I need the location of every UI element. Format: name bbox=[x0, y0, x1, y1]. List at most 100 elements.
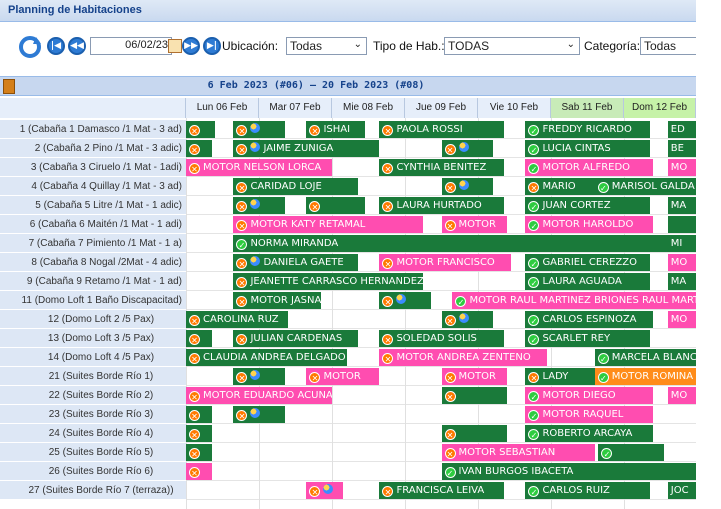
booking-bar[interactable]: ✓ MOTOR DIEGO bbox=[525, 387, 654, 404]
booking-bar[interactable]: ✓ CARLOS RUIZ bbox=[525, 482, 650, 499]
booking-bar[interactable]: MO bbox=[667, 159, 696, 176]
room-row-label[interactable]: 13 (Domo Loft 3 /5 Pax) bbox=[0, 329, 186, 348]
booking-bar[interactable]: ✕ MOTOR bbox=[306, 368, 380, 385]
booking-bar[interactable]: ✕ bbox=[379, 292, 431, 309]
booking-bar[interactable]: ✕ bbox=[186, 140, 212, 157]
booking-bar[interactable]: ✓ MOTOR HAROLDO bbox=[525, 216, 654, 233]
room-row-cells[interactable] bbox=[186, 215, 696, 234]
room-row-cells[interactable] bbox=[186, 120, 696, 139]
tipo-hab-select[interactable]: TODAS ⌄ bbox=[444, 37, 580, 55]
booking-bar[interactable]: ✕ FRANCISCA LEIVA bbox=[379, 482, 504, 499]
room-row-cells[interactable] bbox=[186, 329, 696, 348]
booking-bar[interactable]: ✕ MOTOR ANDREA ZENTENO bbox=[379, 349, 548, 366]
booking-bar[interactable]: ✕ CLAUDIA ANDREA DELGADO bbox=[186, 349, 347, 366]
booking-bar[interactable]: BE bbox=[667, 140, 696, 157]
booking-bar[interactable]: ✓ MOTOR ALFREDO bbox=[525, 159, 654, 176]
booking-bar[interactable]: ✓ LUCIA CINTAS bbox=[525, 140, 650, 157]
booking-bar[interactable]: ✓ JUAN CORTEZ bbox=[525, 197, 650, 214]
booking-bar[interactable] bbox=[667, 216, 696, 233]
room-row-cells[interactable] bbox=[186, 386, 696, 405]
booking-bar[interactable]: ✕ DANIELA GAETE bbox=[233, 254, 358, 271]
booking-bar[interactable]: ✓ SCARLET REY bbox=[525, 330, 650, 347]
room-row-label[interactable]: 23 (Suites Borde Río 3) bbox=[0, 405, 186, 424]
booking-bar[interactable]: MO bbox=[667, 311, 696, 328]
room-row-label[interactable]: 2 (Cabaña 2 Pino /1 Mat - 3 adic) bbox=[0, 139, 186, 158]
booking-bar[interactable]: ✕ CAROLINA RUZ bbox=[186, 311, 289, 328]
booking-bar[interactable]: ✕ MOTOR JASNA bbox=[233, 292, 322, 309]
ubicacion-select[interactable]: Todas ⌄ bbox=[286, 37, 367, 55]
booking-bar[interactable]: MO bbox=[667, 254, 696, 271]
booking-bar[interactable]: ✓ ROBERTO ARCAYA bbox=[525, 425, 654, 442]
booking-bar[interactable]: ✕ bbox=[186, 406, 212, 423]
booking-bar[interactable]: ✕ MOTOR bbox=[441, 216, 508, 233]
booking-bar[interactable]: ✕ bbox=[441, 425, 508, 442]
booking-bar[interactable]: ✕ bbox=[186, 463, 212, 480]
prev-page-icon[interactable]: ◀◀ bbox=[68, 37, 86, 55]
room-row-cells[interactable] bbox=[186, 481, 696, 500]
date-input[interactable]: 06/02/23 bbox=[90, 37, 172, 55]
room-row-label[interactable]: 21 (Suites Borde Río 1) bbox=[0, 367, 186, 386]
booking-bar[interactable]: ✕ bbox=[186, 444, 212, 461]
room-row-cells[interactable] bbox=[186, 462, 696, 481]
booking-bar[interactable]: ✕ SOLEDAD SOLIS bbox=[379, 330, 504, 347]
booking-bar[interactable]: ✕ bbox=[441, 311, 493, 328]
room-row-cells[interactable] bbox=[186, 443, 696, 462]
room-row-cells[interactable] bbox=[186, 424, 696, 443]
room-row-label[interactable]: 1 (Cabaña 1 Damasco /1 Mat - 3 ad) bbox=[0, 120, 186, 139]
room-row-cells[interactable] bbox=[186, 367, 696, 386]
booking-bar[interactable]: ✕ PAOLA ROSSI bbox=[379, 121, 504, 138]
room-row-label[interactable]: 3 (Cabaña 3 Ciruelo /1 Mat - 1adi) bbox=[0, 158, 186, 177]
booking-bar[interactable]: ED bbox=[667, 121, 696, 138]
booking-bar[interactable]: ✕ LAURA HURTADO bbox=[379, 197, 504, 214]
booking-bar[interactable]: ✕ MARIO bbox=[525, 178, 595, 195]
booking-bar[interactable]: ✕ JAIME ZUNIGA bbox=[233, 140, 380, 157]
booking-bar[interactable]: ✕ bbox=[441, 178, 493, 195]
booking-bar[interactable]: ✕ bbox=[233, 406, 285, 423]
booking-bar[interactable]: ✓ GABRIEL CEREZZO bbox=[525, 254, 650, 271]
booking-bar[interactable]: ✕ bbox=[441, 387, 508, 404]
booking-bar[interactable]: MO bbox=[667, 387, 696, 404]
booking-bar[interactable]: ✕ MOTOR EDUARDO ACUNA bbox=[186, 387, 332, 404]
room-row-label[interactable]: 5 (Cabaña 5 Litre /1 Mat - 1 adic) bbox=[0, 196, 186, 215]
room-row-cells[interactable] bbox=[186, 234, 696, 253]
room-row-cells[interactable] bbox=[186, 253, 696, 272]
booking-bar[interactable]: ✕ bbox=[233, 368, 285, 385]
booking-bar[interactable]: ✓ LAURA AGUADA bbox=[525, 273, 650, 290]
booking-bar[interactable]: ✕ bbox=[186, 425, 212, 442]
room-row-label[interactable]: 7 (Cabaña 7 Pimiento /1 Mat - 1 a) bbox=[0, 234, 186, 253]
booking-bar[interactable]: ✕ LADY bbox=[525, 368, 595, 385]
room-row-cells[interactable] bbox=[186, 177, 696, 196]
booking-bar[interactable]: ✕ bbox=[186, 121, 216, 138]
room-row-label[interactable]: 4 (Cabaña 4 Quillay /1 Mat - 3 ad) bbox=[0, 177, 186, 196]
next-page-icon[interactable]: ▶▶ bbox=[182, 37, 200, 55]
booking-bar[interactable]: ✕ bbox=[186, 330, 212, 347]
booking-bar[interactable]: ✕ bbox=[306, 197, 365, 214]
room-row-label[interactable]: 27 (Suites Borde Río 7 (terraza)) bbox=[0, 481, 186, 500]
booking-bar[interactable]: ✓ MARISOL GALDA bbox=[594, 178, 696, 195]
booking-bar[interactable]: ✕ MOTOR NELSON LORCA bbox=[186, 159, 332, 176]
booking-bar[interactable]: ✕ bbox=[233, 121, 285, 138]
first-page-icon[interactable]: |◀ bbox=[47, 37, 65, 55]
room-row-label[interactable]: 9 (Cabaña 9 Retamo /1 Mat - 1 ad) bbox=[0, 272, 186, 291]
room-row-label[interactable]: 25 (Suites Borde Río 5) bbox=[0, 443, 186, 462]
booking-bar[interactable]: ✓ MOTOR RAUL MARTINEZ BRIONES RAUL MARTI bbox=[452, 292, 696, 309]
room-row-cells[interactable] bbox=[186, 405, 696, 424]
room-row-cells[interactable] bbox=[186, 139, 696, 158]
booking-bar[interactable]: ✕ MOTOR bbox=[441, 368, 508, 385]
booking-bar[interactable]: MI bbox=[667, 235, 696, 252]
room-row-cells[interactable] bbox=[186, 348, 696, 367]
booking-bar[interactable]: ✓ MARCELA BLANC bbox=[594, 349, 696, 366]
book-icon[interactable] bbox=[3, 79, 15, 94]
room-row-cells[interactable] bbox=[186, 310, 696, 329]
calendar-icon[interactable] bbox=[168, 39, 182, 53]
booking-bar[interactable]: ✕ JEANETTE CARRASCO HERNANDEZ bbox=[233, 273, 424, 290]
booking-bar[interactable]: ✕ ISHAI bbox=[306, 121, 365, 138]
booking-bar[interactable]: ✕ CYNTHIA BENITEZ bbox=[379, 159, 504, 176]
room-row-cells[interactable] bbox=[186, 158, 696, 177]
booking-bar[interactable]: ✕ MOTOR KATY RETAMAL bbox=[233, 216, 424, 233]
booking-bar[interactable]: ✓ IVAN BURGOS IBACETA bbox=[441, 463, 696, 480]
room-row-label[interactable]: 14 (Domo Loft 4 /5 Pax) bbox=[0, 348, 186, 367]
categoria-select[interactable]: Todas bbox=[640, 37, 700, 55]
booking-bar[interactable]: ✓ MOTOR RAQUEL bbox=[525, 406, 654, 423]
room-row-cells[interactable] bbox=[186, 291, 696, 310]
